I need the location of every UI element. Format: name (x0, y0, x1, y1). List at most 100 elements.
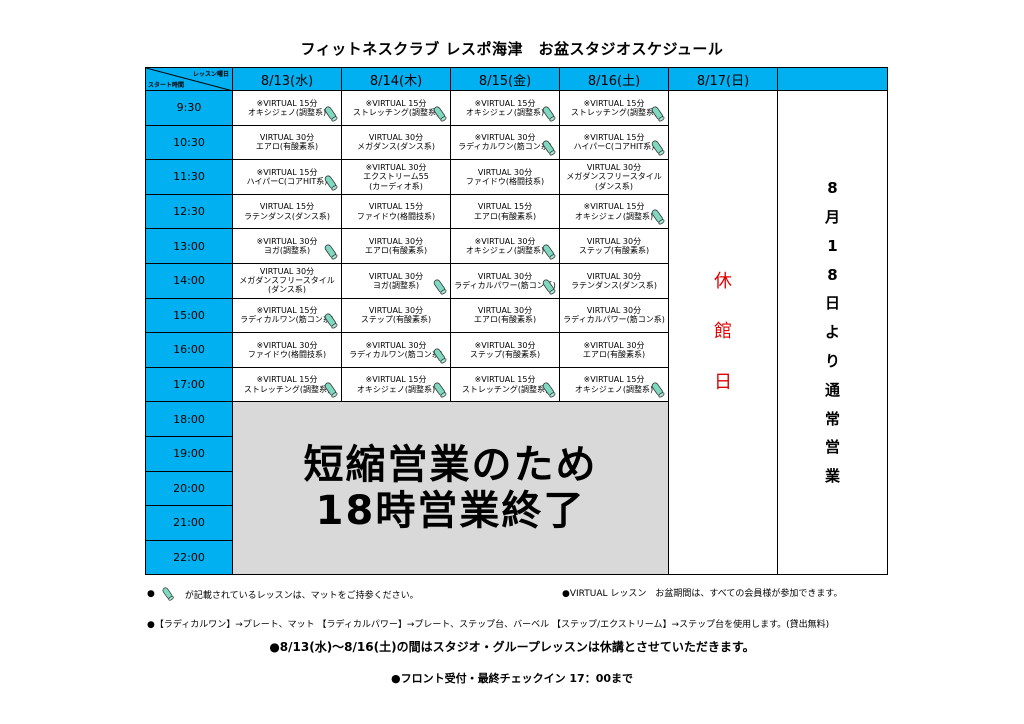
lesson-name: ラディカルワン(筋コン系) (458, 142, 552, 152)
closure-note: ●8/13(水)～8/16(土)の間はスタジオ・グループレッスンは休講とさせてい… (269, 640, 755, 654)
lesson-name: ステップ(有酸素系) (578, 246, 650, 256)
yoga-mat-icon (433, 279, 447, 295)
lesson-name: ラディカルワン(筋コン系) (349, 349, 443, 359)
lesson-cell: ※VIRTUAL 15分 ラディカルワン(筋コン系) (232, 297, 342, 334)
lesson-cell: ※VIRTUAL 15分 オキシジェノ(調整系) (559, 193, 669, 230)
closed-char: 日 (714, 371, 732, 393)
yoga-mat-icon (324, 244, 338, 260)
corner-diagonal (146, 68, 230, 90)
lesson-length: VIRTUAL 15分 (477, 202, 533, 212)
note-char: よ (824, 323, 840, 342)
lesson-name: ストレッチング(調整系) (243, 384, 331, 394)
time-cell: 21:00 (145, 505, 233, 541)
lesson-length: ※VIRTUAL 15分 (474, 98, 536, 108)
equipment-note: ●【ラディカルワン】→プレート、マット 【ラディカルパワー】→プレート、ステップ… (147, 620, 830, 630)
lesson-length: ※VIRTUAL 15分 (256, 375, 318, 385)
time-cell: 22:00 (145, 539, 233, 576)
schedule-table: レッスン曜日 スタート時間 8/13(水) 8/14(木) 8/15(金) 8/… (145, 67, 888, 576)
lesson-cell: ※VIRTUAL 30分 エアロ(有酸素系) (559, 332, 669, 368)
lesson-name: エアロ(有酸素系) (473, 315, 537, 325)
day-header: 8/13(水) (232, 67, 342, 91)
lesson-length: ※VIRTUAL 15分 (256, 98, 318, 108)
lesson-cell: ※VIRTUAL 30分 ラディカルワン(筋コン系) (450, 124, 560, 161)
day-header: 8/15(金) (450, 67, 560, 91)
schedule-row: 14:00 VIRTUAL 30分 メガダンスフリースタイル (ダンス系) VIRTUA… (145, 262, 888, 299)
lesson-cell: VIRTUAL 30分 エアロ(有酸素系) (232, 124, 342, 161)
yoga-mat-icon (542, 382, 556, 398)
lesson-cell: ※VIRTUAL 15分 ハイパーC(コアHIT系) (559, 124, 669, 161)
time-cell: 9:30 (145, 90, 233, 126)
note-char: 業 (824, 467, 840, 486)
lesson-name: エアロ(有酸素系) (364, 246, 428, 256)
lesson-length: VIRTUAL 30分 (477, 271, 533, 281)
lesson-length: ※VIRTUAL 15分 (583, 98, 645, 108)
lesson-length: ※VIRTUAL 15分 (365, 98, 427, 108)
lesson-category: (ダンス系) (594, 181, 634, 191)
schedule-row: 15:00 ※VIRTUAL 15分 ラディカルワン(筋コン系) VIRTUAL 30… (145, 297, 888, 334)
time-cell: 20:00 (145, 470, 233, 507)
lesson-length: VIRTUAL 30分 (368, 271, 424, 281)
lesson-length: VIRTUAL 30分 (259, 266, 315, 276)
schedule-row: 17:00 ※VIRTUAL 15分 ストレッチング(調整系) ※VIRTUAL 15… (145, 366, 888, 403)
schedule-row: 11:30 ※VIRTUAL 15分 ハイパーC(コアHIT系) ※VIRTUAL 3… (145, 159, 888, 195)
yoga-mat-icon (651, 140, 665, 156)
lesson-category: (ダンス系) (267, 285, 307, 295)
lesson-cell: ※VIRTUAL 15分 ハイパーC(コアHIT系) (232, 159, 342, 195)
lesson-name: ハイパーC(コアHIT系) (246, 176, 328, 186)
lesson-length: VIRTUAL 30分 (259, 133, 315, 143)
note-char: 8 (827, 265, 838, 284)
legend-bullet: ● (147, 589, 155, 599)
time-cell: 19:00 (145, 435, 233, 472)
page-title: フィットネスクラブ レスポ海津 お盆スタジオスケジュール (300, 40, 724, 58)
schedule-row: 19:00 (145, 435, 888, 472)
time-cell: 14:00 (145, 262, 233, 299)
lesson-cell: ※VIRTUAL 15分 オキシジェノ(調整系) (232, 90, 342, 126)
lesson-length: ※VIRTUAL 30分 (365, 163, 427, 173)
yoga-mat-icon (542, 279, 556, 295)
lesson-name: ストレッチング(調整系) (352, 107, 440, 117)
lesson-name: ヨガ(調整系) (372, 280, 420, 290)
lesson-length: ※VIRTUAL 15分 (256, 306, 318, 316)
lesson-length: ※VIRTUAL 30分 (474, 340, 536, 350)
lesson-cell: VIRTUAL 15分 ラテンダンス(ダンス系) (232, 193, 342, 230)
lesson-category: (カーディオ系) (369, 181, 423, 191)
lesson-cell: ※VIRTUAL 30分 エクストリーム55 (カーディオ系) (341, 159, 451, 195)
lesson-cell: VIRTUAL 30分 ラテンダンス(ダンス系) (559, 262, 669, 299)
lesson-length: VIRTUAL 30分 (586, 163, 642, 173)
lesson-length: ※VIRTUAL 30分 (583, 340, 645, 350)
corner-header: レッスン曜日 スタート時間 (145, 67, 233, 91)
lesson-cell: ※VIRTUAL 15分 オキシジェノ(調整系) (341, 366, 451, 403)
lesson-length: ※VIRTUAL 30分 (256, 236, 318, 246)
lesson-length: ※VIRTUAL 15分 (583, 202, 645, 212)
schedule-row: 20:00 (145, 470, 888, 507)
lesson-length: VIRTUAL 15分 (368, 202, 424, 212)
yoga-mat-icon (542, 106, 556, 122)
yoga-mat-icon (324, 106, 338, 122)
lesson-cell: VIRTUAL 30分 ファイドウ(格闘技系) (450, 159, 560, 195)
extra-header (777, 67, 888, 91)
lesson-cell: VIRTUAL 30分 ラディカルパワー(筋コン系) (450, 262, 560, 299)
lesson-name: オキシジェノ(調整系) (247, 107, 327, 117)
lesson-length: VIRTUAL 30分 (586, 236, 642, 246)
lesson-name: ファイドウ(格闘技系) (465, 176, 545, 186)
lesson-cell: VIRTUAL 30分 メガダンス(ダンス系) (341, 124, 451, 161)
lesson-name: オキシジェノ(調整系) (465, 246, 545, 256)
time-cell: 13:00 (145, 228, 233, 264)
lesson-name: ストレッチング(調整系) (570, 107, 658, 117)
lesson-cell: ※VIRTUAL 30分 オキシジェノ(調整系) (450, 228, 560, 264)
lesson-name: メガダンスフリースタイル (239, 276, 335, 286)
lesson-length: VIRTUAL 30分 (368, 306, 424, 316)
lesson-name: エアロ(有酸素系) (582, 349, 646, 359)
day-header: 8/16(土) (559, 67, 669, 91)
note-char: 月 (824, 208, 840, 227)
lesson-cell: VIRTUAL 30分 ステップ(有酸素系) (559, 228, 669, 264)
day-header: 8/17(日) (668, 67, 778, 91)
short-hours-block: 短縮営業のため 18時営業終了 (232, 401, 669, 576)
lesson-length: VIRTUAL 30分 (477, 306, 533, 316)
lesson-name: メガダンスフリースタイル (566, 172, 662, 182)
yoga-mat-icon (433, 382, 447, 398)
lesson-cell: ※VIRTUAL 30分 ラディカルワン(筋コン系) (341, 332, 451, 368)
note-char: 1 (827, 236, 838, 255)
lesson-name: オキシジェノ(調整系) (465, 107, 545, 117)
time-cell: 11:30 (145, 159, 233, 195)
